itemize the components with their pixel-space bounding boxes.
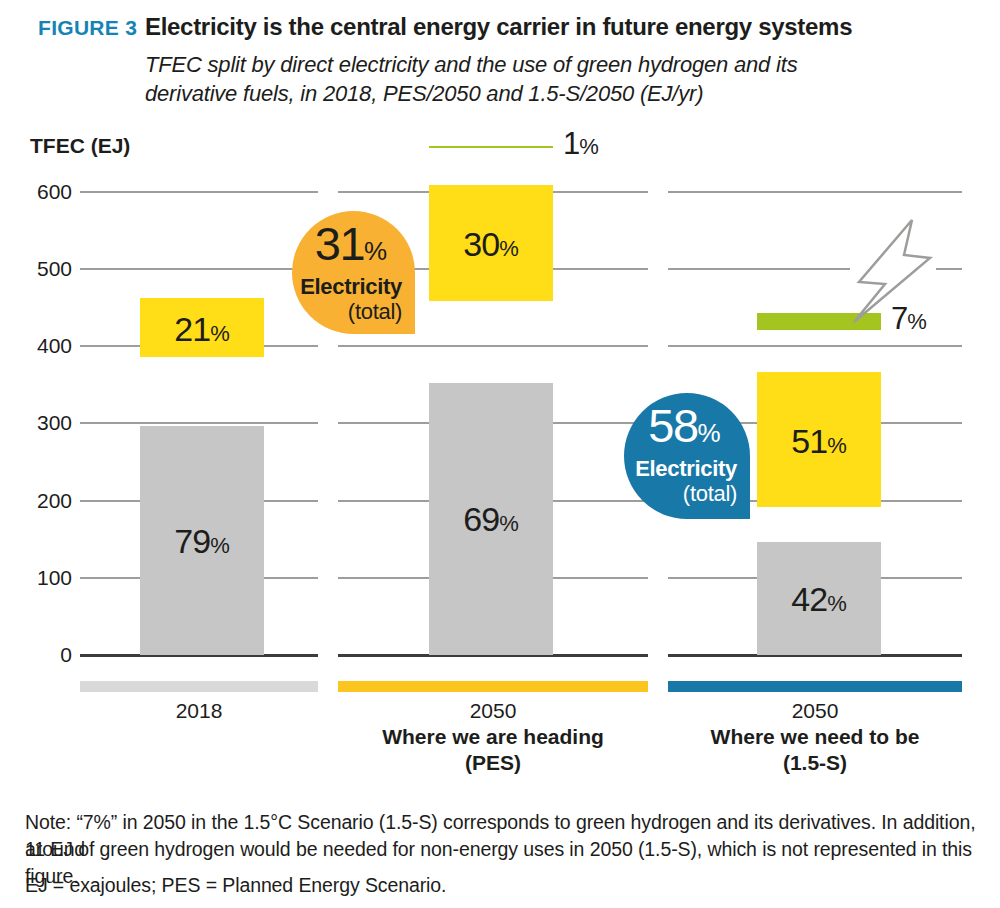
- bar-segment-separator: [757, 507, 881, 509]
- tick-label-300: 300: [16, 412, 72, 434]
- segment-percent-label: 69%: [429, 502, 553, 541]
- gridline-segment-400-2: [668, 345, 962, 347]
- segment-percent-label: 21%: [140, 312, 264, 351]
- callout-electricity-label: Electricity: [632, 456, 737, 481]
- tick-label-200: 200: [16, 490, 72, 512]
- axis-band-1: [338, 681, 648, 692]
- segment-percent-label: 30%: [429, 227, 553, 266]
- callout-electricity-label: Electricity: [300, 274, 402, 299]
- gridline-segment-300-0: [80, 422, 318, 424]
- abbreviations-text: EJ = exajoules; PES = Planned Energy Sce…: [25, 872, 446, 899]
- group-year-label: 2050: [338, 698, 648, 724]
- gridline-segment-600-0: [80, 191, 318, 193]
- gridline-segment-400-1: [338, 345, 648, 347]
- group-scenario-label: Where we need to be: [668, 724, 962, 750]
- group-year-label: 2018: [80, 698, 318, 724]
- callout-electricity-total-pes: 31%Electricity(total): [292, 211, 415, 334]
- gridline-segment-500-0: [80, 268, 318, 270]
- group-scenario-label: Where we are heading: [338, 724, 648, 750]
- tick-label-500: 500: [16, 258, 72, 280]
- group-label-1: 2050Where we are heading(PES): [338, 698, 648, 776]
- tick-label-600: 600: [16, 181, 72, 203]
- lightning-bolt-icon: [850, 218, 936, 324]
- callout-total-label: (total): [632, 481, 737, 506]
- bar-segment-separator: [140, 357, 264, 359]
- callout-electricity-total-1-5s: 58%Electricity(total): [624, 393, 750, 519]
- bar-segment-separator: [757, 330, 881, 332]
- gridline-segment-600-2: [668, 191, 962, 193]
- axis-band-0: [80, 681, 318, 692]
- callout-percent-value: 31%: [300, 221, 402, 274]
- callout-percent-value: 58%: [632, 403, 737, 456]
- figure-3-energy-chart: FIGURE 3 Electricity is the central ener…: [0, 0, 1000, 908]
- bar-segment-separator: [429, 301, 553, 303]
- group-year-label: 2050: [668, 698, 962, 724]
- bar-segment-separator: [429, 148, 553, 150]
- axis-band-2: [668, 681, 962, 692]
- outside-percent-label: 1%: [563, 128, 599, 162]
- chart-plot-area: 600500400300200100079%21%69%30%1%42%51%7…: [0, 0, 1000, 908]
- tick-label-100: 100: [16, 567, 72, 589]
- tick-label-400: 400: [16, 335, 72, 357]
- segment-percent-label: 51%: [757, 424, 881, 463]
- callout-total-label: (total): [300, 299, 402, 324]
- segment-percent-label: 79%: [140, 524, 264, 563]
- group-label-2: 2050Where we need to be(1.5-S): [668, 698, 962, 776]
- group-label-0: 2018: [80, 698, 318, 724]
- group-scenario-label: (PES): [338, 750, 648, 776]
- tick-label-0: 0: [16, 644, 72, 666]
- segment-percent-label: 42%: [757, 582, 881, 621]
- group-scenario-label: (1.5-S): [668, 750, 962, 776]
